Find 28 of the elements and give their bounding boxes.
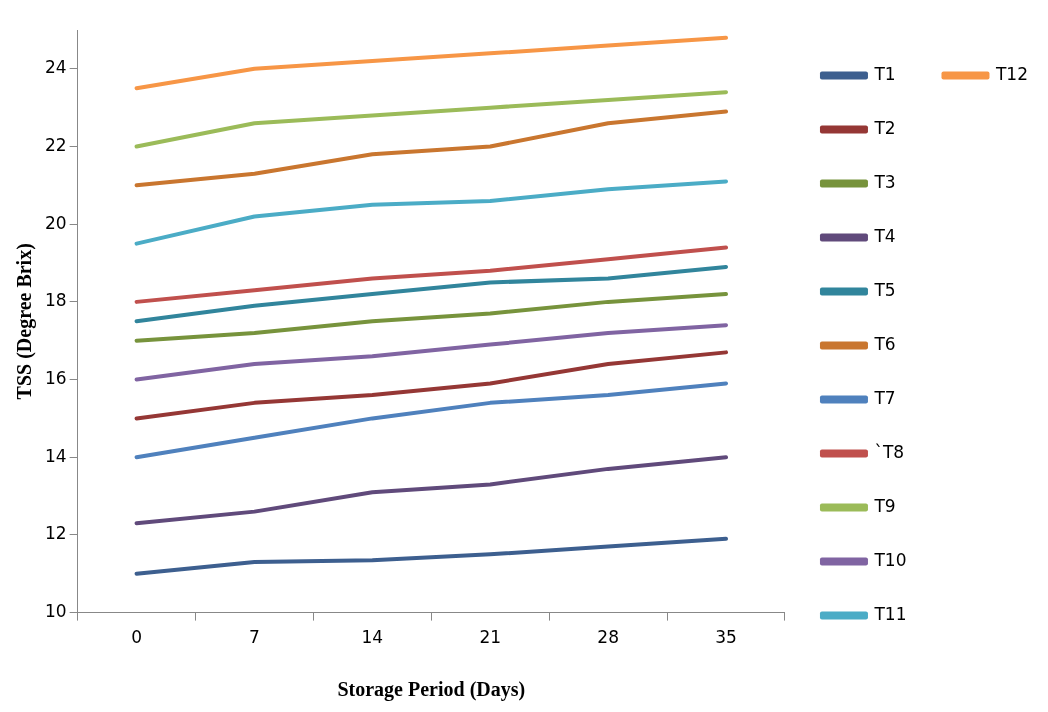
y-tick-label: 20 — [44, 212, 67, 233]
y-tick-label: 14 — [44, 445, 67, 466]
legend-label: T1 — [873, 63, 896, 84]
y-axis-title: TSS (Degree Brix) — [13, 243, 37, 400]
legend-label: T12 — [994, 63, 1029, 84]
x-tick-label: 21 — [479, 627, 502, 648]
legend-label: T5 — [873, 279, 896, 300]
legend-label: T3 — [873, 171, 896, 192]
y-tick-label: 24 — [44, 57, 67, 78]
y-tick-label: 16 — [44, 367, 67, 388]
legend-label: T2 — [873, 117, 896, 138]
y-tick-label: 18 — [44, 290, 67, 311]
legend-label: T11 — [873, 603, 907, 624]
y-tick-label: 12 — [44, 523, 67, 544]
legend-label: T10 — [873, 549, 907, 570]
legend-label: T9 — [873, 495, 896, 516]
x-tick-label: 7 — [249, 627, 260, 648]
legend-label: T6 — [873, 333, 896, 354]
y-tick-label: 22 — [44, 134, 67, 155]
x-tick-label: 28 — [597, 627, 619, 648]
x-tick-label: 0 — [131, 627, 142, 648]
x-tick-label: 35 — [715, 627, 737, 648]
x-tick-label: 14 — [361, 627, 384, 648]
legend-label: T4 — [873, 225, 896, 246]
legend-label: `T8 — [874, 441, 905, 462]
legend-label: T7 — [873, 387, 896, 408]
x-axis-title: Storage Period (Days) — [337, 678, 526, 702]
y-tick-label: 10 — [44, 601, 67, 622]
